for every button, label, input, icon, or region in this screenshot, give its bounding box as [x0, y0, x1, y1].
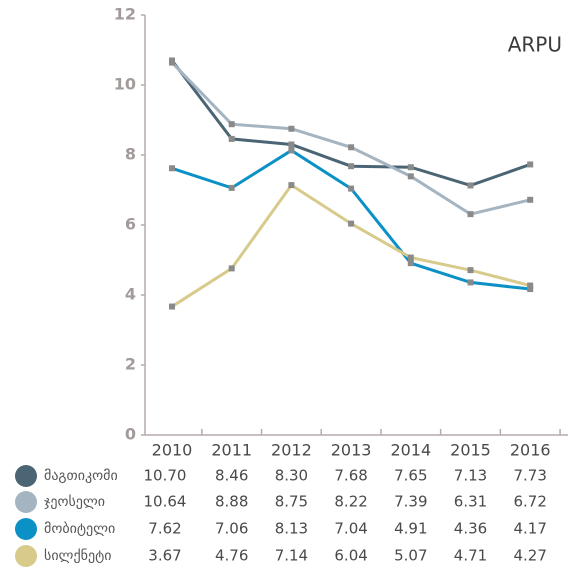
table-value: 6.04: [334, 547, 367, 565]
table-value: 8.88: [215, 493, 248, 511]
point-marker: [169, 303, 175, 310]
point-marker: [467, 267, 474, 274]
point-marker: [527, 196, 534, 203]
table-value: 7.65: [394, 467, 427, 485]
table-value: 7.39: [394, 493, 427, 511]
table-value: 6.31: [454, 493, 487, 511]
y-tick-label: 0: [125, 425, 136, 444]
legend-swatch: [15, 491, 37, 513]
point-marker: [228, 265, 235, 272]
y-tick-label: 4: [125, 285, 136, 304]
x-tick-label: 2012: [271, 441, 312, 460]
series-line: [171, 148, 531, 291]
table-value: 8.46: [215, 467, 248, 485]
point-marker: [407, 260, 414, 267]
table-value: 7.68: [334, 467, 367, 485]
table-value: 8.75: [275, 493, 308, 511]
legend-label: მობიტელი: [44, 521, 115, 537]
table-value: 10.64: [144, 493, 187, 511]
table-value: 4.76: [215, 547, 248, 565]
table-value: 8.13: [275, 520, 308, 538]
point-marker: [228, 135, 235, 142]
y-tick-label: 8: [125, 145, 136, 164]
table-value: 3.67: [148, 547, 181, 565]
point-marker: [348, 220, 355, 227]
table-value: 7.73: [513, 467, 546, 485]
point-marker: [288, 125, 295, 132]
table-value: 8.30: [275, 467, 308, 485]
point-marker: [228, 184, 235, 191]
legend-swatch: [15, 545, 37, 567]
table-value: 7.06: [215, 520, 248, 538]
point-marker: [288, 141, 295, 148]
point-marker: [169, 165, 175, 172]
legend-label: ჯეოსელი: [44, 494, 105, 510]
point-marker: [348, 144, 355, 151]
legend-label: მაგთიკომი: [44, 468, 118, 484]
point-marker: [467, 182, 474, 189]
table-value: 6.72: [513, 493, 546, 511]
series-line: [171, 183, 531, 308]
table-value: 7.14: [275, 547, 308, 565]
point-marker: [348, 163, 355, 170]
x-tick-label: 2013: [331, 441, 372, 460]
legend-label: სილქნეტი: [44, 548, 111, 564]
point-marker: [407, 173, 414, 180]
point-marker: [527, 282, 534, 289]
y-tick-label: 6: [125, 215, 136, 234]
chart-title: ARPU: [508, 33, 562, 57]
table-value: 4.27: [513, 547, 546, 565]
table-value: 5.07: [394, 547, 427, 565]
point-marker: [288, 182, 295, 189]
table-value: 7.04: [334, 520, 367, 538]
x-tick-label: 2010: [152, 441, 193, 460]
point-marker: [228, 121, 235, 128]
x-tick-label: 2016: [510, 441, 551, 460]
table-value: 4.91: [394, 520, 427, 538]
x-tick-label: 2014: [390, 441, 431, 460]
x-tick-label: 2015: [450, 441, 491, 460]
point-marker: [288, 147, 295, 154]
table-value: 4.36: [454, 520, 487, 538]
y-tick-label: 2: [125, 355, 136, 374]
x-tick-label: 2011: [211, 441, 252, 460]
legend-swatch: [15, 465, 37, 487]
legend-swatch: [15, 518, 37, 540]
point-marker: [169, 59, 175, 66]
table-value: 4.17: [513, 520, 546, 538]
table-value: 4.71: [454, 547, 487, 565]
point-marker: [467, 211, 474, 218]
point-marker: [527, 286, 534, 293]
point-marker: [527, 161, 534, 168]
point-marker: [348, 185, 355, 192]
point-marker: [467, 279, 474, 286]
table-value: 7.62: [148, 520, 181, 538]
point-marker: [407, 254, 414, 261]
table-value: 8.22: [334, 493, 367, 511]
table-value: 10.70: [144, 467, 187, 485]
table-value: 7.13: [454, 467, 487, 485]
point-marker: [407, 164, 414, 171]
y-tick-label: 12: [114, 5, 136, 24]
y-tick-label: 10: [114, 75, 136, 94]
